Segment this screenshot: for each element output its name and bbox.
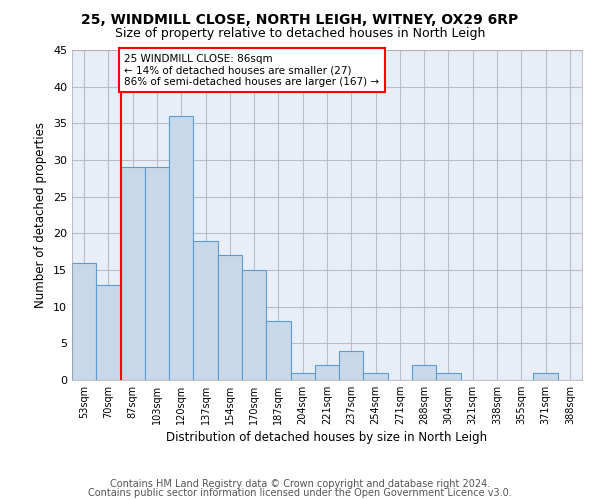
Bar [193, 240, 218, 380]
Bar [412, 366, 436, 380]
Bar [339, 350, 364, 380]
Bar [266, 322, 290, 380]
Bar [290, 372, 315, 380]
X-axis label: Distribution of detached houses by size in North Leigh: Distribution of detached houses by size … [166, 431, 488, 444]
Y-axis label: Number of detached properties: Number of detached properties [34, 122, 47, 308]
Text: Size of property relative to detached houses in North Leigh: Size of property relative to detached ho… [115, 28, 485, 40]
Bar [169, 116, 193, 380]
Text: 25, WINDMILL CLOSE, NORTH LEIGH, WITNEY, OX29 6RP: 25, WINDMILL CLOSE, NORTH LEIGH, WITNEY,… [82, 12, 518, 26]
Bar [145, 168, 169, 380]
Text: Contains public sector information licensed under the Open Government Licence v3: Contains public sector information licen… [88, 488, 512, 498]
Bar [96, 284, 121, 380]
Bar [72, 262, 96, 380]
Text: Contains HM Land Registry data © Crown copyright and database right 2024.: Contains HM Land Registry data © Crown c… [110, 479, 490, 489]
Bar [121, 168, 145, 380]
Bar [364, 372, 388, 380]
Bar [436, 372, 461, 380]
Bar [242, 270, 266, 380]
Bar [315, 366, 339, 380]
Text: 25 WINDMILL CLOSE: 86sqm
← 14% of detached houses are smaller (27)
86% of semi-d: 25 WINDMILL CLOSE: 86sqm ← 14% of detach… [124, 54, 379, 87]
Bar [533, 372, 558, 380]
Bar [218, 256, 242, 380]
